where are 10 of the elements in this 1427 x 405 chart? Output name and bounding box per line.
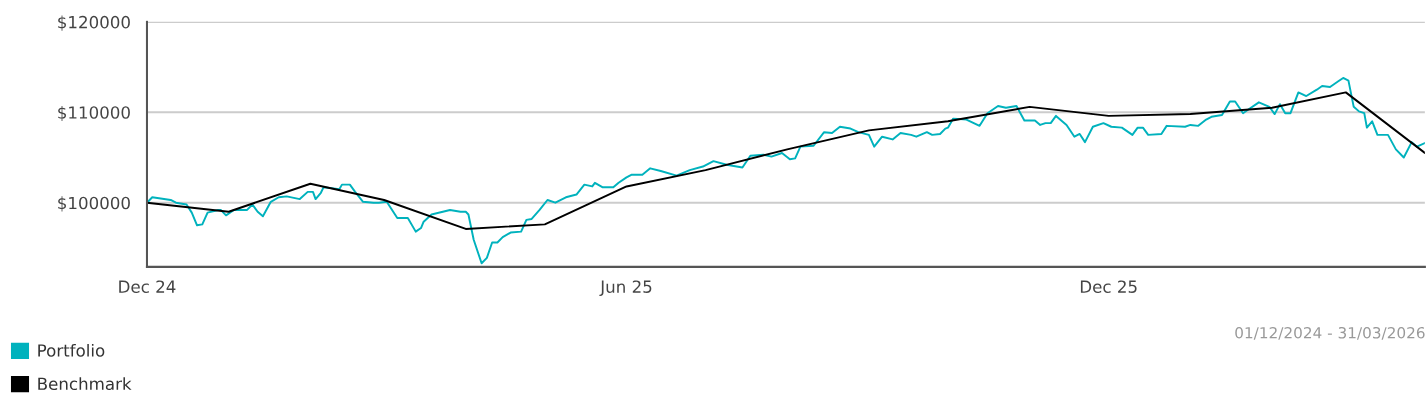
x-tick-label: Dec 24 [119, 280, 176, 293]
x-tick-label: Jun 25 [599, 280, 652, 297]
line-series [146, 91, 1425, 230]
legend-label: Portfolio [38, 343, 105, 357]
text: 01/12/2024 - 31/03/2026 [1235, 327, 1425, 340]
y-tick-label: $120000 [58, 15, 130, 31]
legend-label: Benchmark [38, 377, 132, 391]
y-tick-label: $110000 [58, 105, 130, 122]
x-tick-label: Dec 25 [1080, 280, 1137, 293]
y-tick-label: $100000 [58, 196, 130, 212]
